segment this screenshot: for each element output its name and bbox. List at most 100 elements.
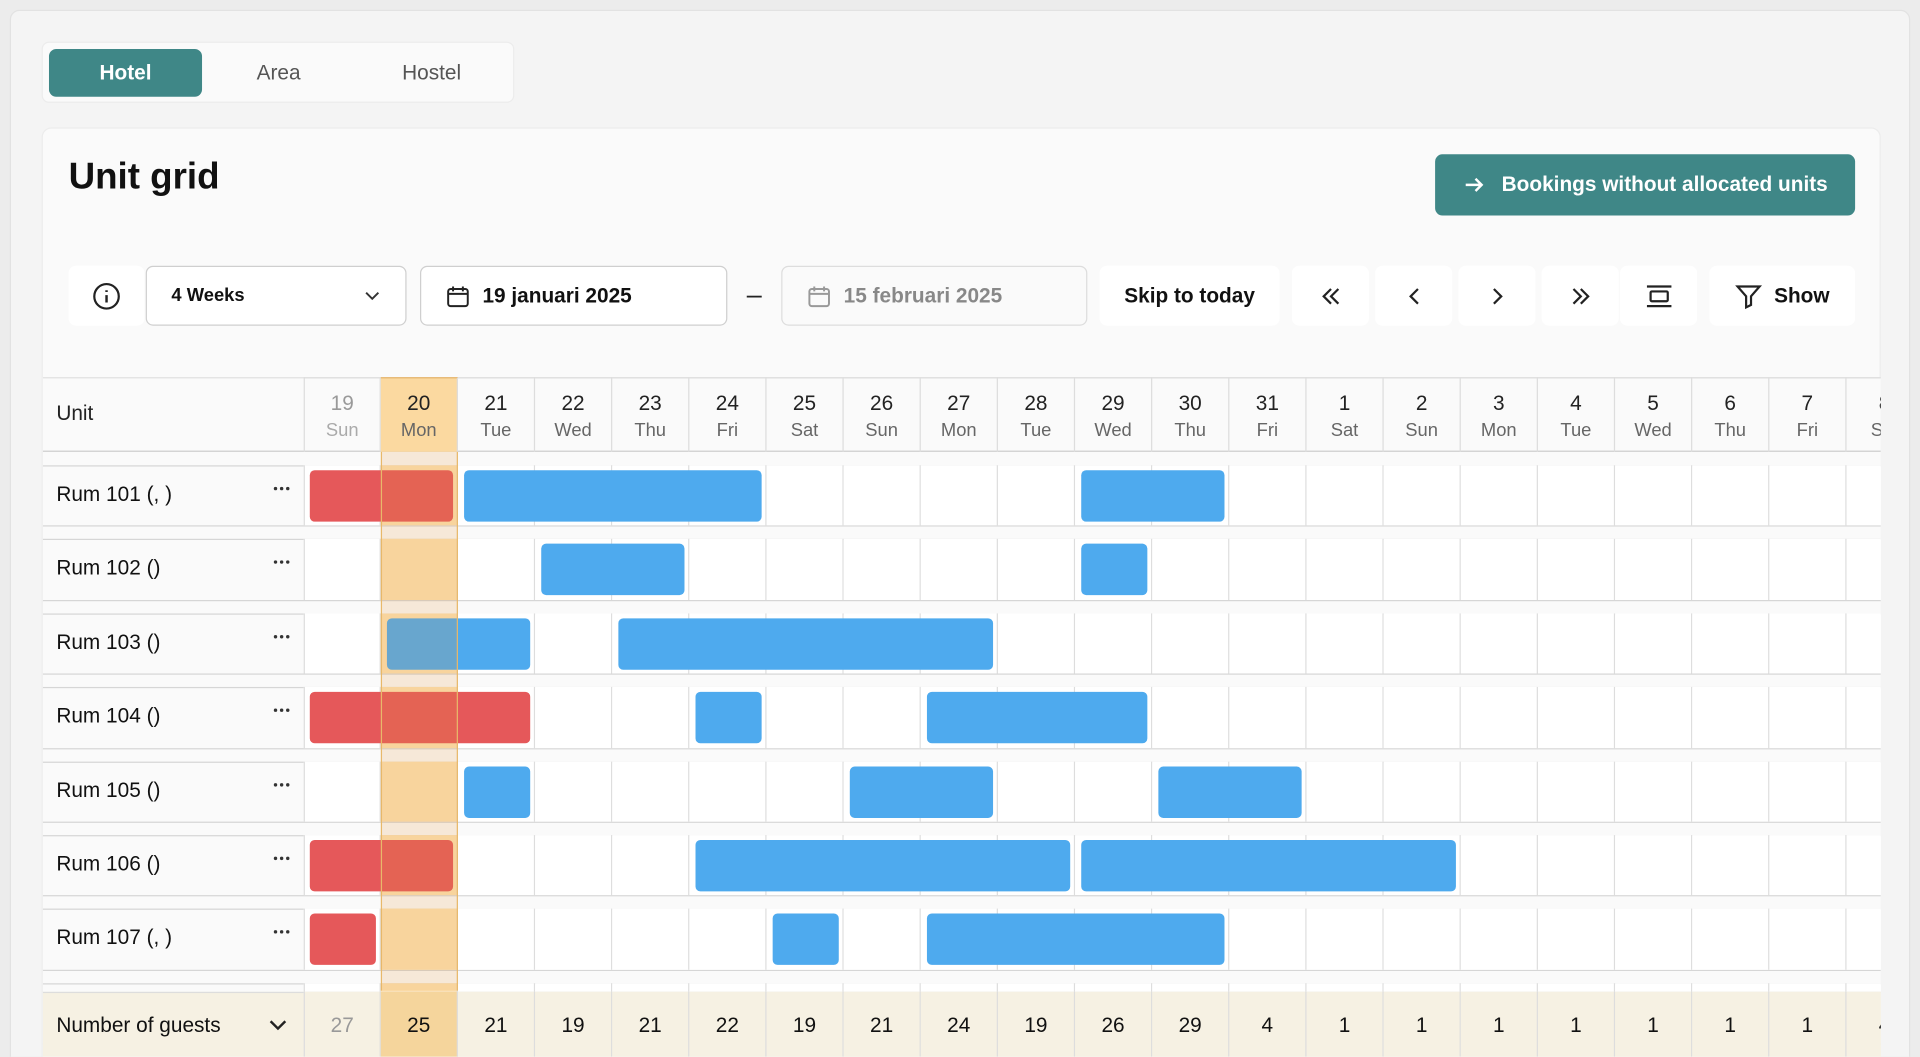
guest-cell: 22 [689, 991, 767, 1057]
row-line [42, 525, 1881, 528]
weekday: Fri [1796, 420, 1819, 441]
booking[interactable] [541, 544, 685, 596]
row-menu[interactable] [273, 479, 290, 499]
grid-cell [1460, 465, 1538, 526]
day-header: 6 Thu [1692, 377, 1770, 452]
row-menu[interactable] [273, 775, 290, 795]
prev[interactable] [1375, 265, 1453, 326]
booking[interactable] [926, 913, 1225, 966]
grid-cell [843, 909, 921, 970]
show-filter[interactable]: Show [1709, 265, 1856, 326]
guest-cell: 1 [1537, 991, 1616, 1057]
grid-cell [1692, 613, 1770, 674]
grid-cell [1692, 465, 1770, 526]
booking[interactable] [1081, 470, 1225, 522]
guest-cell: 19 [766, 991, 844, 1057]
booking[interactable] [1081, 544, 1148, 596]
grid-cell [1460, 539, 1538, 600]
grid-cell [1075, 761, 1153, 822]
tab[interactable]: Area [256, 60, 301, 84]
grid-cell [1615, 465, 1693, 526]
booking[interactable] [464, 766, 531, 818]
grid-cell [1769, 539, 1847, 600]
day-number: 2 [1415, 391, 1428, 416]
collapse[interactable] [1620, 265, 1698, 326]
grid-cell [1306, 465, 1384, 526]
grid-cell [1537, 909, 1616, 970]
tab[interactable]: Hotel [48, 48, 203, 97]
grid-cell [303, 539, 381, 600]
row-menu[interactable] [273, 701, 290, 721]
prev-fast[interactable] [1291, 265, 1369, 326]
weekday: Sat [790, 420, 819, 441]
guest-cell: 27 [303, 991, 381, 1057]
row-menu[interactable] [273, 553, 290, 573]
guest-count: 1 [1415, 1013, 1428, 1038]
grid-cell [1615, 687, 1693, 748]
grid-cell [766, 687, 844, 748]
row-menu[interactable] [273, 923, 290, 943]
grid-cell [1846, 687, 1881, 748]
row-line [42, 969, 1881, 971]
booking[interactable] [849, 766, 994, 818]
start-date[interactable]: 19 januari 2025 [420, 265, 728, 326]
day-number: 7 [1801, 391, 1814, 416]
grid-cell [1846, 761, 1881, 822]
day-number: 1 [1338, 391, 1351, 416]
guest-cell: 4 [1229, 991, 1307, 1057]
end-date[interactable]: 15 februari 2025 [781, 265, 1088, 326]
guest-count: 19 [1024, 1013, 1048, 1038]
booking[interactable] [695, 840, 1071, 892]
weekday: Tue [1020, 420, 1052, 441]
grid-cell [1846, 835, 1881, 896]
row-menu[interactable] [273, 627, 290, 647]
bookings-button[interactable]: Bookings without allocated units [1435, 154, 1856, 216]
unit-name: Rum 102 () [56, 556, 161, 580]
guest-count: 22 [715, 1013, 739, 1038]
grid-cell [1229, 687, 1307, 748]
row-line [42, 673, 1881, 675]
booking[interactable] [386, 618, 531, 670]
period-select[interactable]: 4 Weeks [145, 265, 407, 326]
grid-cell [1306, 909, 1384, 970]
booking[interactable] [926, 692, 1148, 744]
day-header: 24 Fri [689, 377, 767, 452]
skip-today[interactable]: Skip to today [1099, 265, 1280, 326]
tab[interactable]: Hostel [402, 60, 462, 84]
guest-cell: 25 [380, 991, 458, 1057]
day-number: 8 [1847, 392, 1881, 416]
booking[interactable] [618, 618, 994, 670]
grid-cell [843, 539, 921, 600]
next[interactable] [1458, 265, 1536, 326]
booking[interactable] [1081, 840, 1456, 892]
unit-header: Unit [56, 401, 94, 425]
booking[interactable] [464, 470, 762, 522]
booking[interactable] [772, 913, 839, 966]
weekday: Wed [1094, 420, 1132, 441]
booking[interactable] [695, 692, 762, 744]
booking[interactable] [1158, 766, 1302, 818]
footer-toggle[interactable] [268, 1016, 288, 1031]
guest-count: 4 [1261, 1013, 1274, 1038]
grid-cell [1846, 465, 1881, 526]
weekday: Fri [716, 420, 739, 441]
row-menu[interactable] [273, 849, 290, 869]
guest-count: 19 [792, 1013, 817, 1038]
guest-count: 21 [638, 1013, 662, 1038]
day-number: 30 [1178, 391, 1202, 416]
booking[interactable] [309, 692, 531, 744]
day-header: 7 Fri [1769, 377, 1847, 452]
footer-label: Number of guests [56, 1013, 221, 1038]
grid-cell [1615, 835, 1693, 896]
grid-cell [1537, 687, 1616, 748]
next-fast[interactable] [1541, 265, 1619, 326]
grid-cell [535, 761, 613, 822]
grid-cell [303, 613, 381, 674]
booking[interactable] [309, 913, 376, 966]
show-label: Show [1774, 283, 1830, 307]
grid-cell [1383, 465, 1461, 526]
day-header: 30 Thu [1152, 377, 1230, 452]
info-button[interactable] [68, 265, 145, 326]
grid-cell [535, 835, 613, 896]
